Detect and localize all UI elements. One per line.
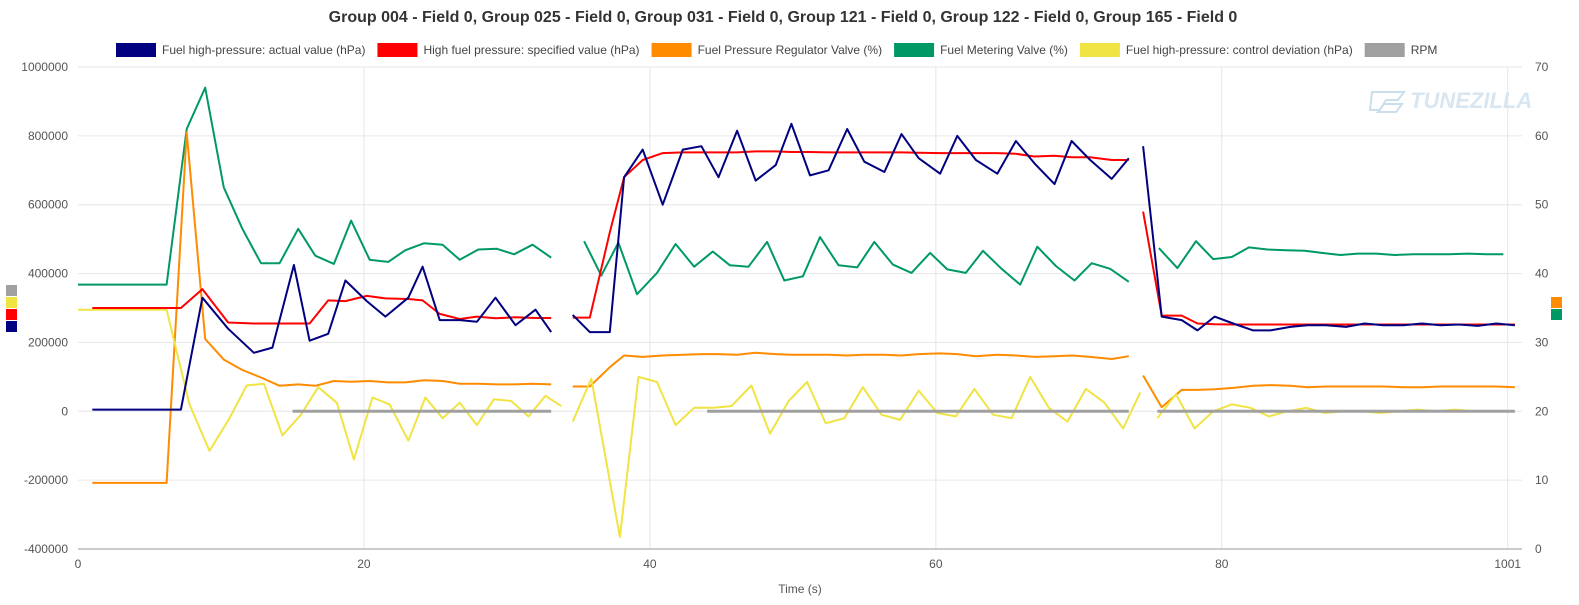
y-tick-label-left: 800000 — [28, 129, 68, 143]
x-tick-label: 20 — [357, 557, 371, 571]
series-line-3[interactable] — [78, 86, 1504, 296]
logo-wordmark: TUNEZILLA — [1410, 88, 1532, 113]
legend: Fuel high-pressure: actual value (hPa) Hi… — [116, 43, 1437, 57]
legend-swatch[interactable] — [1364, 43, 1405, 57]
legend-swatch[interactable] — [894, 43, 935, 57]
right-axis-marker — [1551, 309, 1562, 320]
series-line-4[interactable] — [78, 308, 1511, 538]
y-tick-label-right: 30 — [1535, 335, 1549, 349]
y-tick-label-left: 200000 — [28, 335, 68, 349]
y-tick-label-right: 10 — [1535, 473, 1549, 487]
y-tick-label-left: 400000 — [28, 267, 68, 281]
legend-label[interactable]: Fuel Metering Valve (%) — [940, 43, 1068, 57]
y-tick-label-left: 1000000 — [21, 60, 68, 74]
y-tick-label-right: 0 — [1535, 542, 1542, 556]
legend-swatch[interactable] — [1079, 43, 1120, 57]
series-line-1[interactable] — [92, 150, 1515, 326]
legend-label[interactable]: High fuel pressure: specified value (hPa… — [423, 43, 639, 57]
series-layer — [78, 86, 1515, 538]
y-tick-label-right: 50 — [1535, 198, 1549, 212]
axis-markers — [6, 285, 1562, 332]
legend-swatch[interactable] — [116, 43, 156, 57]
x-tick-label: 40 — [643, 557, 657, 571]
tunezilla-logo: TUNEZILLA — [1368, 88, 1532, 113]
right-axis-marker — [1551, 297, 1562, 308]
left-axis-marker — [6, 297, 17, 308]
watermark: TUNEZILLA — [1368, 88, 1532, 113]
y-tick-label-left: -400000 — [24, 542, 68, 556]
series-line-2[interactable] — [92, 131, 1515, 484]
legend-swatch[interactable] — [377, 43, 418, 57]
y-tick-label-right: 40 — [1535, 267, 1549, 281]
x-tick-label: 80 — [1215, 557, 1229, 571]
legend-label[interactable]: RPM — [1411, 43, 1438, 57]
legend-swatch[interactable] — [651, 43, 692, 57]
axes-layer: 0 20 40 60 80 1001 -400000 -200000 0 200000 400000… — [21, 60, 1548, 571]
y-tick-label-left: 0 — [61, 404, 68, 418]
legend-label[interactable]: Fuel high-pressure: actual value (hPa) — [162, 43, 365, 57]
x-tick-label: 0 — [75, 557, 82, 571]
y-tick-label-left: -200000 — [24, 473, 68, 487]
left-axis-marker — [6, 285, 17, 296]
legend-label[interactable]: Fuel Pressure Regulator Valve (%) — [698, 43, 883, 57]
y-tick-label-right: 20 — [1535, 404, 1549, 418]
left-axis-marker — [6, 321, 17, 332]
x-tick-label: 1001 — [1494, 557, 1521, 571]
chart-title: Group 004 - Field 0, Group 025 - Field 0… — [329, 9, 1238, 26]
series-line-0[interactable] — [92, 122, 1515, 411]
x-tick-label: 60 — [929, 557, 943, 571]
y-tick-label-left: 600000 — [28, 198, 68, 212]
gridlines — [78, 66, 1522, 550]
y-tick-label-right: 70 — [1535, 60, 1549, 74]
y-tick-label-right: 60 — [1535, 129, 1549, 143]
left-axis-marker — [6, 309, 17, 320]
logo-mark-icon — [1368, 91, 1406, 113]
legend-label[interactable]: Fuel high-pressure: control deviation (h… — [1126, 43, 1353, 57]
x-axis-title: Time (s) — [778, 582, 822, 596]
